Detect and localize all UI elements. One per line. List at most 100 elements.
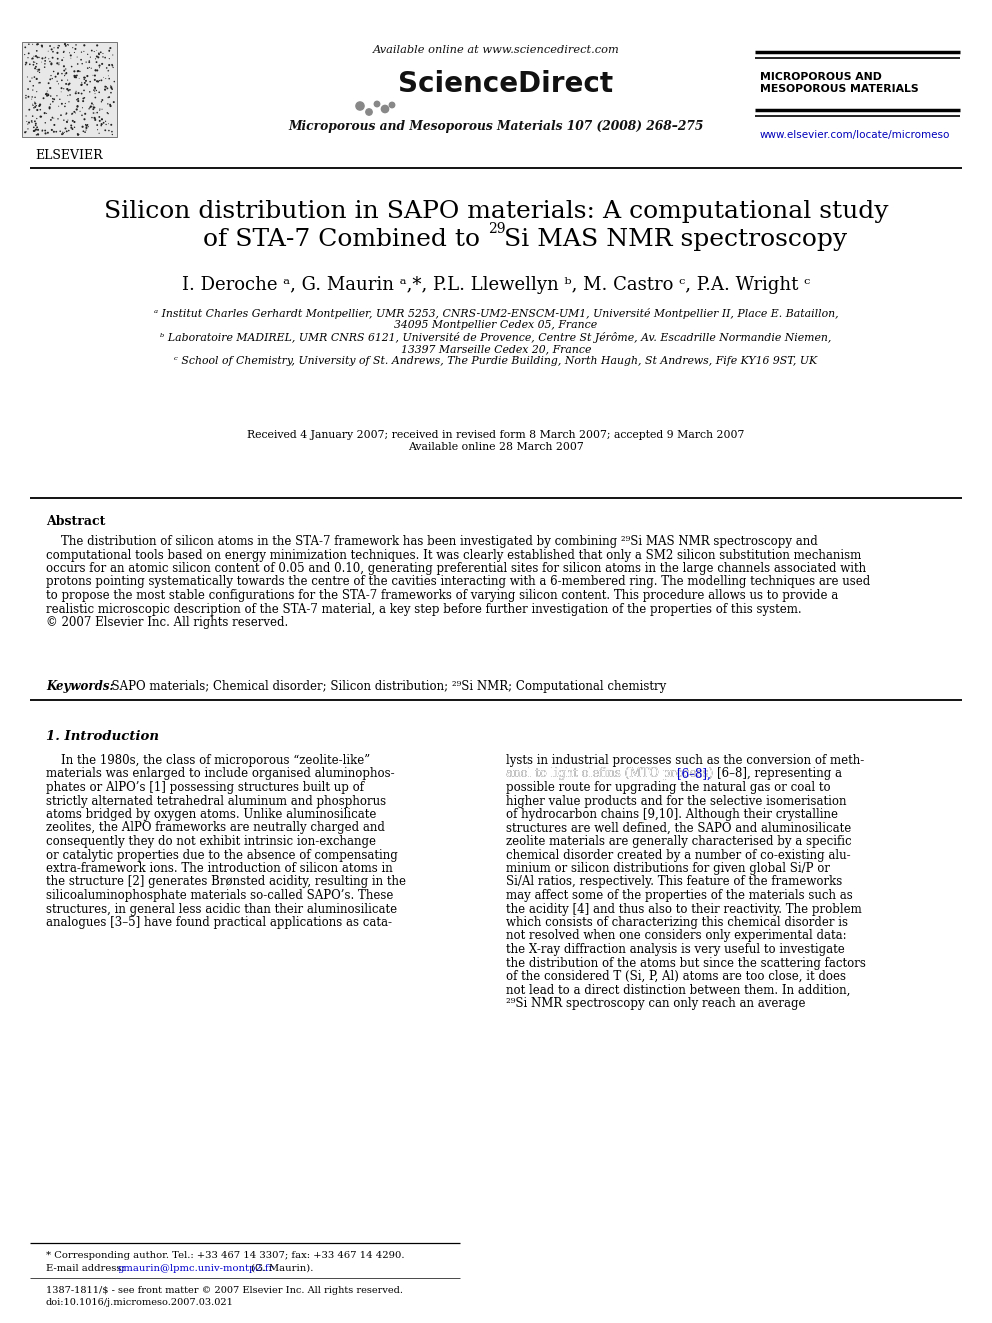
Point [90, 46, 106, 67]
Point [92, 110, 108, 131]
Point [24, 49, 40, 70]
Point [18, 52, 34, 73]
Point [80, 116, 96, 138]
Point [43, 69, 59, 90]
Point [29, 108, 45, 130]
Point [44, 54, 60, 75]
Point [67, 82, 83, 103]
Point [62, 73, 77, 94]
Point [69, 61, 85, 82]
Point [24, 67, 40, 89]
Point [91, 44, 107, 65]
Point [32, 94, 48, 115]
Point [82, 46, 98, 67]
Point [35, 120, 51, 142]
Text: the acidity [4] and thus also to their reactivity. The problem: the acidity [4] and thus also to their r… [506, 902, 862, 916]
Point [93, 91, 109, 112]
Circle shape [366, 108, 372, 115]
Text: MICROPOROUS AND: MICROPOROUS AND [760, 71, 882, 82]
Point [25, 48, 41, 69]
Circle shape [389, 102, 395, 107]
Point [45, 67, 61, 89]
Point [67, 102, 83, 123]
Point [21, 33, 37, 54]
Point [92, 99, 108, 120]
Point [69, 46, 85, 67]
Point [54, 70, 69, 91]
Point [59, 111, 74, 132]
Point [70, 89, 86, 110]
Point [38, 123, 54, 144]
Point [20, 78, 36, 99]
Point [52, 53, 67, 74]
Text: Received 4 January 2007; received in revised form 8 March 2007; accepted 9 March: Received 4 January 2007; received in rev… [247, 430, 745, 441]
Point [32, 62, 48, 83]
Text: zeolite materials are generally characterised by a specific: zeolite materials are generally characte… [506, 835, 851, 848]
Point [85, 94, 101, 115]
Point [91, 106, 107, 127]
Point [27, 66, 43, 87]
Point [99, 102, 115, 123]
Point [77, 103, 93, 124]
Point [45, 91, 61, 112]
Point [46, 107, 62, 128]
Point [18, 54, 34, 75]
Point [61, 34, 76, 56]
Point [26, 52, 42, 73]
Point [18, 106, 34, 127]
Point [46, 122, 62, 143]
Point [92, 98, 108, 119]
Point [74, 105, 90, 126]
Point [87, 81, 103, 102]
Point [95, 112, 111, 134]
Point [31, 46, 47, 67]
Point [50, 64, 65, 85]
Point [66, 111, 82, 132]
Point [74, 53, 90, 74]
Text: protons pointing systematically towards the centre of the cavities interacting w: protons pointing systematically towards … [46, 576, 870, 589]
Point [29, 40, 45, 61]
Point [18, 85, 34, 106]
Point [38, 120, 54, 142]
Point [33, 106, 49, 127]
Point [79, 65, 95, 86]
Text: (G. Maurin).: (G. Maurin). [248, 1263, 313, 1273]
Point [50, 42, 65, 64]
Text: of STA-7 Combined to: of STA-7 Combined to [203, 228, 488, 251]
Point [26, 116, 42, 138]
Point [68, 81, 84, 102]
Point [73, 74, 89, 95]
Point [78, 70, 94, 91]
Point [59, 73, 74, 94]
Text: of hydrocarbon chains [9,10]. Although their crystalline: of hydrocarbon chains [9,10]. Although t… [506, 808, 838, 822]
Point [62, 48, 78, 69]
Text: ScienceDirect: ScienceDirect [399, 70, 614, 98]
Text: Available online at www.sciencedirect.com: Available online at www.sciencedirect.co… [373, 45, 619, 56]
Point [75, 120, 91, 142]
Point [85, 95, 101, 116]
Point [101, 48, 117, 69]
Point [82, 71, 98, 93]
Point [41, 73, 57, 94]
Point [66, 65, 82, 86]
Point [66, 102, 82, 123]
Text: Abstract: Abstract [46, 515, 105, 528]
Point [30, 119, 46, 140]
Point [61, 74, 76, 95]
Point [61, 120, 76, 142]
Point [76, 79, 92, 101]
Point [101, 60, 117, 81]
Point [20, 114, 36, 135]
Point [99, 57, 115, 78]
Point [22, 99, 38, 120]
Point [24, 112, 40, 134]
Point [75, 87, 91, 108]
Point [77, 73, 93, 94]
Point [43, 86, 59, 107]
Point [29, 58, 45, 79]
Circle shape [381, 106, 389, 112]
Point [43, 94, 59, 115]
Point [87, 110, 103, 131]
Point [85, 102, 101, 123]
Point [91, 123, 107, 144]
